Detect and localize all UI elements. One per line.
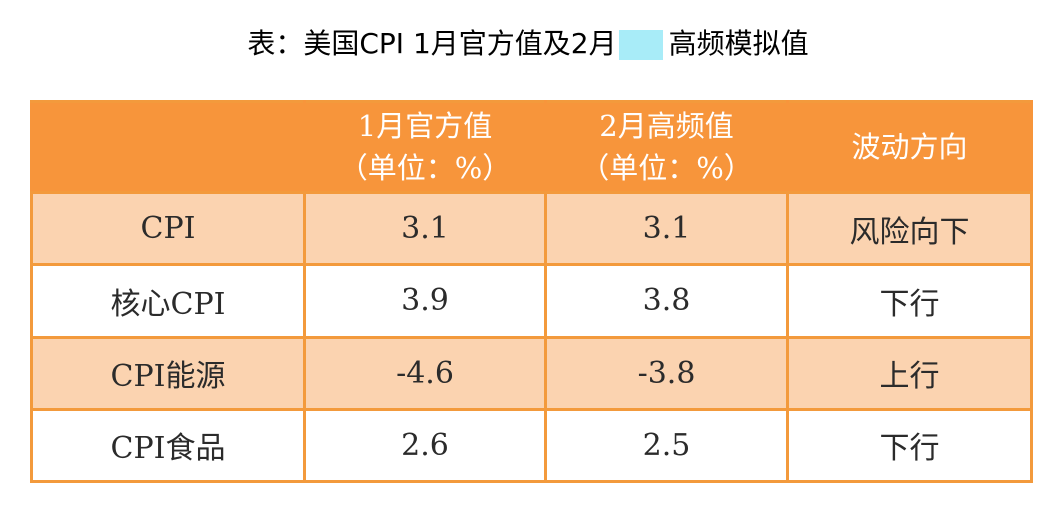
table-row: 核心CPI 3.9 3.8 下行 [30,263,1033,339]
feb-value: 3.8 [544,263,789,339]
direction-value: 下行 [786,407,1033,484]
jan-value: 3.1 [303,190,547,267]
header-cell-jan: 1月官方值 （单位：%） [303,100,547,194]
table-row: CPI能源 -4.6 -3.8 上行 [30,335,1033,411]
table-row: CPI 3.1 3.1 风险向下 [30,190,1033,267]
feb-value: -3.8 [544,335,789,411]
header-direction-label: 波动方向 [851,130,968,164]
header-cell-direction: 波动方向 [786,100,1033,194]
header-cell-feb: 2月高频值 （单位：%） [544,100,789,194]
row-label: 核心CPI [30,263,306,339]
header-feb-label: 2月高频值 [599,109,734,143]
header-jan-label: 1月官方值 [357,109,493,143]
table-title: 表：美国CPI 1月官方值及2月 高频模拟值 [0,22,1056,66]
table-header-row: 1月官方值 （单位：%） 2月高频值 （单位：%） 波动方向 [30,100,1033,194]
jan-value: 3.9 [303,263,547,339]
table-title-suffix: 高频模拟值 [668,27,809,60]
header-jan-unit: （单位：%） [338,151,512,185]
row-label: CPI食品 [30,407,306,484]
feb-value: 2.5 [544,407,789,484]
feb-value: 3.1 [544,190,789,267]
direction-value: 下行 [786,263,1033,339]
header-cell-empty [30,100,306,194]
redaction-mask [618,30,663,60]
table-row: CPI食品 2.6 2.5 下行 [30,407,1033,484]
direction-value: 上行 [786,335,1033,411]
jan-value: 2.6 [303,407,547,484]
table-title-prefix: 表：美国CPI 1月官方值及2月 [247,27,617,60]
row-label: CPI [30,190,306,267]
jan-value: -4.6 [303,335,547,411]
direction-value: 风险向下 [786,190,1033,267]
cpi-table: 1月官方值 （单位：%） 2月高频值 （单位：%） 波动方向 CPI 3.1 3… [30,100,1033,484]
header-feb-unit: （单位：%） [580,151,753,185]
row-label: CPI能源 [30,335,306,411]
